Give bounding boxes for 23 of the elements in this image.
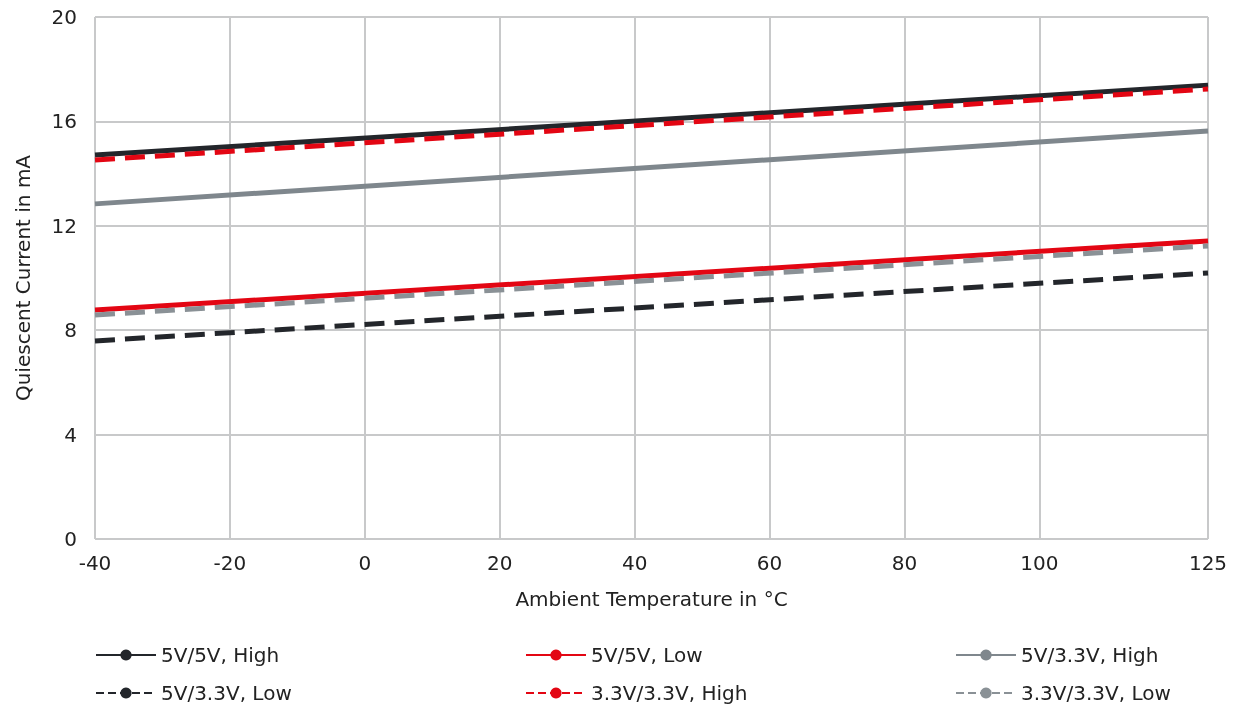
x-tick-label: 80 [891,551,918,575]
y-tick-label: 0 [64,527,77,551]
x-tick-label: 20 [487,551,513,575]
legend-label: 5V/3.3V, High [1021,643,1159,667]
legend-label: 5V/5V, Low [591,643,703,667]
y-tick-label: 8 [64,318,77,343]
x-tick-label: 0 [358,551,372,575]
y-tick-label: 4 [64,422,77,447]
y-axis-title: Quiescent Current in mA [11,154,35,402]
legend-label: 5V/3.3V, Low [161,681,292,705]
x-axis-title: Ambient Temperature in °C [515,587,788,611]
legend-label: 3.3V/3.3V, Low [1021,681,1171,705]
x-tick-label: -20 [213,551,247,575]
x-tick-label: -40 [78,551,112,575]
legend-label: 5V/5V, High [161,643,280,667]
legend-label: 3.3V/3.3V, High [591,681,748,705]
y-tick-label: 20 [51,5,77,29]
x-tick-label: 125 [1188,551,1228,575]
y-tick-label: 16 [51,109,77,134]
x-tick-label: 60 [756,551,783,575]
y-tick-label: 12 [51,213,77,238]
x-tick-label: 40 [621,551,648,575]
x-tick-label: 100 [1020,551,1059,575]
